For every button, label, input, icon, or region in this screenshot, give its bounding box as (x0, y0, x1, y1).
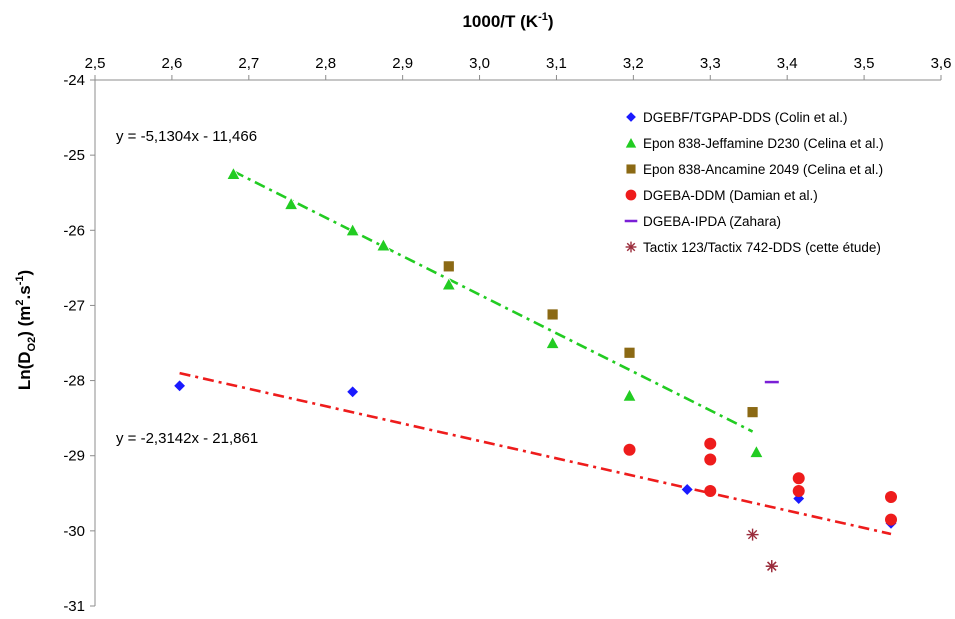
trendline-1 (179, 371, 892, 536)
data-point-s3-7 (885, 513, 898, 526)
data-point-s3-0 (623, 443, 636, 456)
data-point-s0-0 (173, 379, 187, 393)
data-point-s3-4 (792, 472, 805, 485)
data-points (173, 166, 898, 573)
x-axis-title: 1000/T (K-1) (462, 11, 553, 31)
data-point-s0-2 (680, 482, 694, 497)
x-tick-label: 3,0 (469, 55, 490, 72)
data-point-s0-1 (346, 385, 360, 399)
x-tick-label: 3,3 (700, 55, 721, 72)
asterisk-stroke (767, 561, 777, 571)
y-tick-label: -29 (63, 448, 85, 465)
legend-label-0: DGEBF/TGPAP-DDS (Colin et al.) (643, 110, 848, 125)
legend-label-5: Tactix 123/Tactix 742-DDS (cette étude) (643, 240, 881, 255)
asterisk-stroke (626, 242, 636, 252)
y-tick-label: -25 (63, 147, 85, 164)
legend-label-4: DGEBA-IPDA (Zahara) (643, 214, 781, 229)
y-tick-label: -28 (63, 373, 85, 390)
legend-marker-0 (625, 111, 637, 123)
data-point-s3-3 (704, 485, 717, 498)
x-tick-label: 3,6 (931, 55, 952, 72)
data-point-s3-1 (704, 437, 717, 450)
y-tick-label: -24 (63, 72, 85, 89)
x-tick-label: 2,8 (315, 55, 336, 72)
y-tick-label: -27 (63, 297, 85, 314)
data-point-s1-2 (345, 222, 360, 237)
data-point-s1-4 (441, 277, 456, 291)
legend-label-1: Epon 838-Jeffamine D230 (Celina et al.) (643, 136, 884, 151)
trendline-0 (232, 170, 754, 433)
x-tick-label: 2,9 (392, 55, 413, 72)
y-tick-label: -26 (63, 222, 85, 239)
x-tick-label: 2,6 (161, 55, 182, 72)
legend-marker-1 (624, 136, 638, 149)
data-point-s1-6 (622, 388, 637, 402)
data-point-s1-1 (283, 196, 299, 210)
legend-label-2: Epon 838-Ancamine 2049 (Celina et al.) (643, 162, 883, 177)
data-point-s1-3 (376, 237, 391, 252)
legend-marker-5 (625, 241, 637, 253)
data-point-s2-3 (746, 406, 759, 419)
legend-marker-2 (625, 163, 637, 175)
asterisk-stroke (747, 529, 758, 540)
axes: 2,5 2,6 2,7 2,8 2,9 3,0 3,1 3,2 3,3 3,4 3,5 3,6 -24 -… (63, 55, 951, 615)
legend-label-3: DGEBA-DDM (Damian et al.) (643, 188, 818, 203)
data-point-s1-0 (226, 166, 241, 180)
data-point-s3-2 (704, 453, 717, 466)
data-point-s1-7 (749, 444, 764, 458)
data-point-s5-0 (746, 528, 759, 541)
data-point-s3-6 (885, 491, 898, 504)
legend: DGEBF/TGPAP-DDS (Colin et al.) Epon 838-J… (624, 110, 884, 255)
x-tick-label: 2,5 (85, 55, 106, 72)
y-tick-label: -30 (63, 523, 85, 540)
data-point-s2-1 (546, 308, 559, 321)
legend-marker-3 (625, 189, 637, 201)
data-point-s2-0 (442, 260, 455, 273)
x-tick-label: 2,7 (238, 55, 259, 72)
trendline-equation-green: y = -5,1304x - 11,466 (116, 128, 257, 145)
data-point-s3-5 (792, 485, 805, 498)
x-tick-label: 3,2 (623, 55, 644, 72)
y-tick-label: -31 (63, 598, 85, 615)
x-tick-label: 3,1 (546, 55, 567, 72)
trendlines (179, 170, 892, 536)
x-tick-label: 3,4 (777, 55, 798, 72)
data-point-s5-2 (765, 560, 778, 573)
trendline-equation-red: y = -2,3142x - 21,861 (116, 430, 258, 447)
data-point-s1-5 (545, 335, 560, 349)
data-point-s2-2 (623, 346, 636, 359)
x-tick-label: 3,5 (854, 55, 875, 72)
y-axis-title: Ln(DO2) (m2.s-1) (14, 270, 38, 390)
